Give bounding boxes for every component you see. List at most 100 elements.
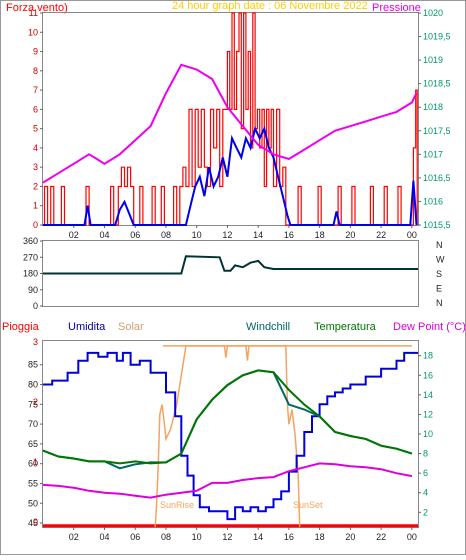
temperature-label: Temperatura: [314, 321, 377, 333]
x-tick-label: 14: [253, 230, 263, 240]
x-tick-label: 20: [345, 532, 355, 542]
y-right-tick-label: 18: [423, 351, 433, 361]
y-tick-label: 5: [33, 124, 38, 134]
y-right-tick-label: 1019,5: [423, 32, 451, 42]
gust-series-line: [43, 125, 418, 226]
wind-series-line: [43, 12, 418, 226]
x-tick-label: 00: [407, 532, 417, 542]
y-tick-label: 6: [33, 104, 38, 114]
y-right-tick-label: 1020: [423, 8, 443, 18]
rain-tick-label: 2: [33, 397, 38, 407]
compass-label: N: [436, 240, 443, 250]
x-tick-label: 02: [69, 532, 79, 542]
x-tick-label: 22: [376, 532, 386, 542]
sunrise-annotation: SunRise: [160, 500, 194, 510]
x-tick-label: 16: [284, 230, 294, 240]
compass-label: W: [436, 255, 445, 265]
rain-label: Pioggia: [2, 321, 40, 333]
y-right-tick-label: 6: [423, 468, 428, 478]
y-right-tick-label: 1015,5: [423, 220, 451, 230]
y-tick-label: 8: [33, 66, 38, 76]
x-tick-label: 06: [130, 230, 140, 240]
chart-title: 24 hour graph date : 06 Novembre 2022: [172, 0, 368, 12]
y-right-tick-label: 16: [423, 370, 433, 380]
x-tick-label: 12: [222, 532, 232, 542]
x-tick-label: 18: [315, 230, 325, 240]
y-tick-label: 80: [28, 380, 38, 390]
y-right-tick-label: 14: [423, 390, 433, 400]
y-tick-label: 360: [23, 236, 38, 246]
y-tick-label: 45: [28, 518, 38, 528]
dewpoint-series-line: [42, 462, 413, 499]
solar-label: Solar: [118, 321, 144, 333]
x-tick-label: 16: [284, 532, 294, 542]
y-right-tick-label: 1017,5: [423, 126, 451, 136]
rain-tick-label: 1: [33, 457, 38, 467]
wind_dir-series-line: [43, 255, 418, 275]
y-tick-label: 85: [28, 360, 38, 370]
temperature-y-axis: 2 4 6 8 10 12 14 16 18: [418, 351, 433, 517]
compass-label: E: [436, 284, 442, 294]
y-tick-label: 90: [28, 285, 38, 295]
direction-y-axis: 0 90 180 270 360: [23, 236, 43, 311]
x-tick-label: 08: [161, 230, 171, 240]
x-tick-label: 04: [99, 230, 109, 240]
humidity-y-axis: 45 50 55 60 65 70 75 80 85: [28, 360, 43, 528]
rain-y-axis: 0 1 2 3: [33, 337, 38, 527]
solar-series-line: [162, 345, 301, 528]
pressure-label: Pressione: [372, 2, 421, 14]
x-tick-label: 08: [161, 532, 171, 542]
wind-y-axis: 0 1 2 3 4 5 6 7 8 9 10 11: [28, 8, 43, 230]
y-tick-label: 10: [28, 27, 38, 37]
rain-tick-label: 3: [33, 337, 38, 347]
humidity-label: Umidita: [68, 321, 106, 333]
y-tick-label: 11: [29, 8, 38, 18]
y-tick-label: 0: [33, 220, 38, 230]
rain-tick-label: 0: [33, 517, 38, 527]
humidity-series-line: [43, 351, 418, 521]
wind-direction-series: [43, 255, 418, 275]
x-tick-label: 14: [253, 532, 263, 542]
wind-pressure-plot-area: [42, 12, 419, 226]
y-tick-label: 180: [23, 269, 38, 279]
y-right-tick-label: 12: [423, 409, 433, 419]
x-tick-label: 00: [407, 230, 417, 240]
x-tick-label: 04: [99, 532, 109, 542]
y-tick-label: 7: [33, 85, 38, 95]
y-tick-label: 60: [28, 459, 38, 469]
y-right-tick-label: 1016,5: [423, 173, 451, 183]
x-tick-label: 18: [315, 532, 325, 542]
y-tick-label: 270: [23, 252, 38, 262]
wind-x-axis: 02 04 06 08 10 12 14 16 18 20 22 00: [69, 225, 417, 240]
sunset-annotation: SunSet: [293, 500, 323, 510]
y-tick-label: 55: [28, 478, 38, 488]
x-tick-label: 20: [345, 230, 355, 240]
y-tick-label: 9: [33, 47, 38, 57]
weather-x-axis: 02 04 06 08 10 12 14 16 18 20 22 00: [69, 527, 417, 542]
pressure-y-axis: 1015,5 1016 1016,5 1017 1017,5 1018 1018,5 1019…: [418, 8, 451, 230]
y-tick-label: 75: [28, 399, 38, 409]
y-tick-label: 70: [28, 419, 38, 429]
y-tick-label: 1: [33, 201, 38, 211]
y-right-tick-label: 1016: [423, 196, 443, 206]
y-tick-label: 0: [33, 301, 38, 311]
y-right-tick-label: 1018,5: [423, 79, 451, 89]
temperature-series-line: [42, 369, 413, 465]
y-right-tick-label: 10: [423, 429, 433, 439]
compass-label: S: [436, 269, 442, 279]
dewpoint-label: Dew Point (°C): [393, 321, 466, 333]
x-tick-label: 06: [130, 532, 140, 542]
x-tick-label: 10: [192, 532, 202, 542]
x-tick-label: 22: [376, 230, 386, 240]
y-right-tick-label: 1018: [423, 102, 443, 112]
weather-series: [42, 345, 418, 528]
y-tick-label: 3: [33, 162, 38, 172]
y-right-tick-label: 1019: [423, 55, 443, 65]
wind-label: Forza vento): [6, 2, 68, 14]
y-right-tick-label: 8: [423, 449, 428, 459]
y-tick-label: 4: [33, 143, 38, 153]
x-tick-label: 02: [69, 230, 79, 240]
